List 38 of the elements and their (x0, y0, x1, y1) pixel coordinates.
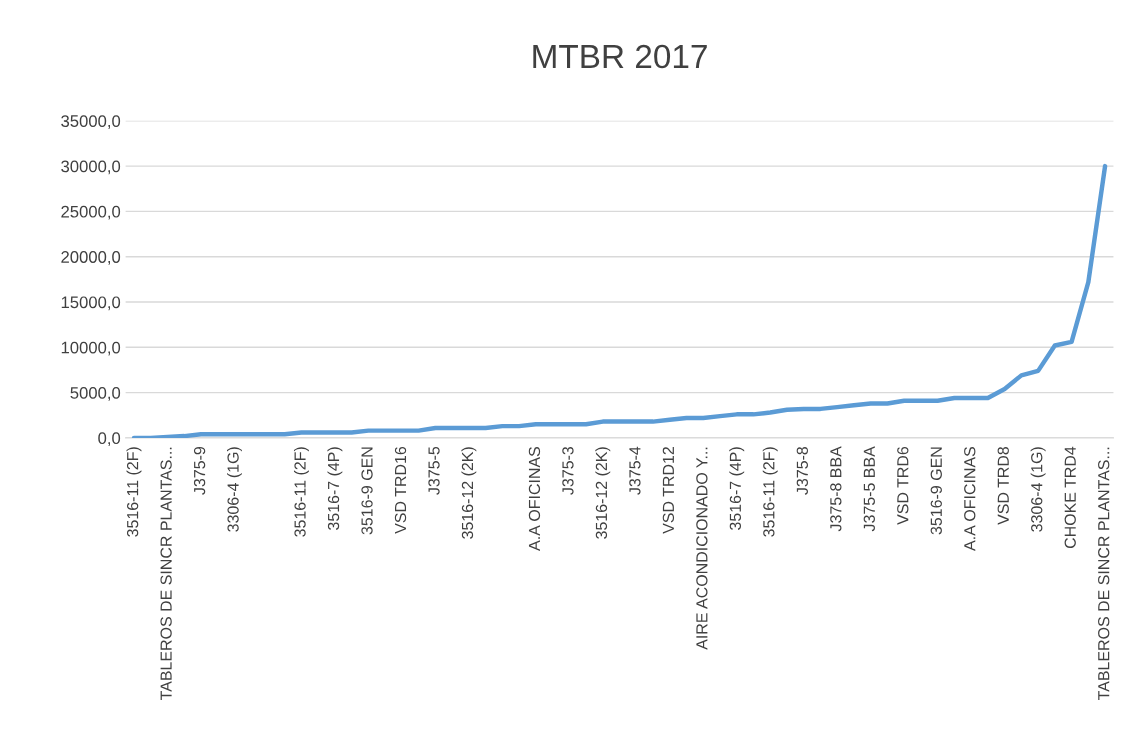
x-tick-label: CHOKE TRD4 (1064, 446, 1076, 549)
x-tick-label: 3306-4 (1G) (1030, 447, 1046, 532)
x-tick-label: TABLEROS DE SINCR PLANTAS... (1098, 447, 1110, 701)
y-tick-label: 35000,0 (61, 115, 121, 129)
x-tick-label: 3516-11 (2F) (762, 447, 778, 537)
x-tick-label: J375-9 (193, 446, 206, 495)
x-tick-label: 3516-11 (2F) (293, 447, 309, 537)
x-tick-label: A.A OFICINAS (528, 446, 541, 551)
y-tick-label: 20000,0 (61, 251, 121, 265)
x-tick-label: 3306-4 (1G) (227, 447, 242, 532)
x-tick-label: J375-4 (629, 446, 641, 495)
line-series (131, 163, 1108, 438)
y-tick-label: 15000,0 (61, 296, 121, 311)
x-tick-label: 3516-12 (2K) (461, 447, 477, 539)
x-tick-label: A.A OFICINAS (964, 446, 976, 551)
x-tick-label: AIRE ACONDICIONADO Y... (696, 447, 708, 650)
y-tick-label: 25000,0 (61, 205, 121, 220)
x-tick-label: 3516-9 GEN (930, 447, 942, 535)
x-tick-label: VSD TRD8 (997, 446, 1009, 525)
x-tick-label: J375-8 (796, 446, 808, 495)
x-tick-label: VSD TRD12 (662, 447, 675, 534)
x-tick-label: 3516-7 (4P) (729, 447, 745, 530)
x-tick-label: J375-5 BBA (863, 446, 875, 532)
y-tick-label: 0,0 (98, 432, 121, 447)
x-tick-label: J375-3 (562, 446, 574, 495)
y-tick-label: 30000,0 (61, 160, 121, 175)
x-tick-label: J375-8 BBA (830, 446, 842, 532)
x-tick-label: VSD TRD6 (897, 446, 909, 525)
x-tick-label: 3516-7 (4P) (327, 447, 343, 530)
y-tick-label: 5000,0 (70, 387, 121, 401)
y-tick-label: 10000,0 (61, 341, 121, 356)
x-tick-label: VSD TRD16 (394, 446, 407, 534)
x-tick-label: TABLEROS DE SINCR PLANTAS... (160, 447, 172, 701)
x-tick-label: J375-5 (428, 446, 440, 495)
x-tick-label: 3516-12 (2K) (595, 447, 611, 539)
chart-title: MTBR 2017 (533, 44, 707, 69)
x-tick-label: 3516-9 GEN (361, 447, 373, 535)
x-tick-label: 3516-11 (2F) (126, 447, 142, 537)
